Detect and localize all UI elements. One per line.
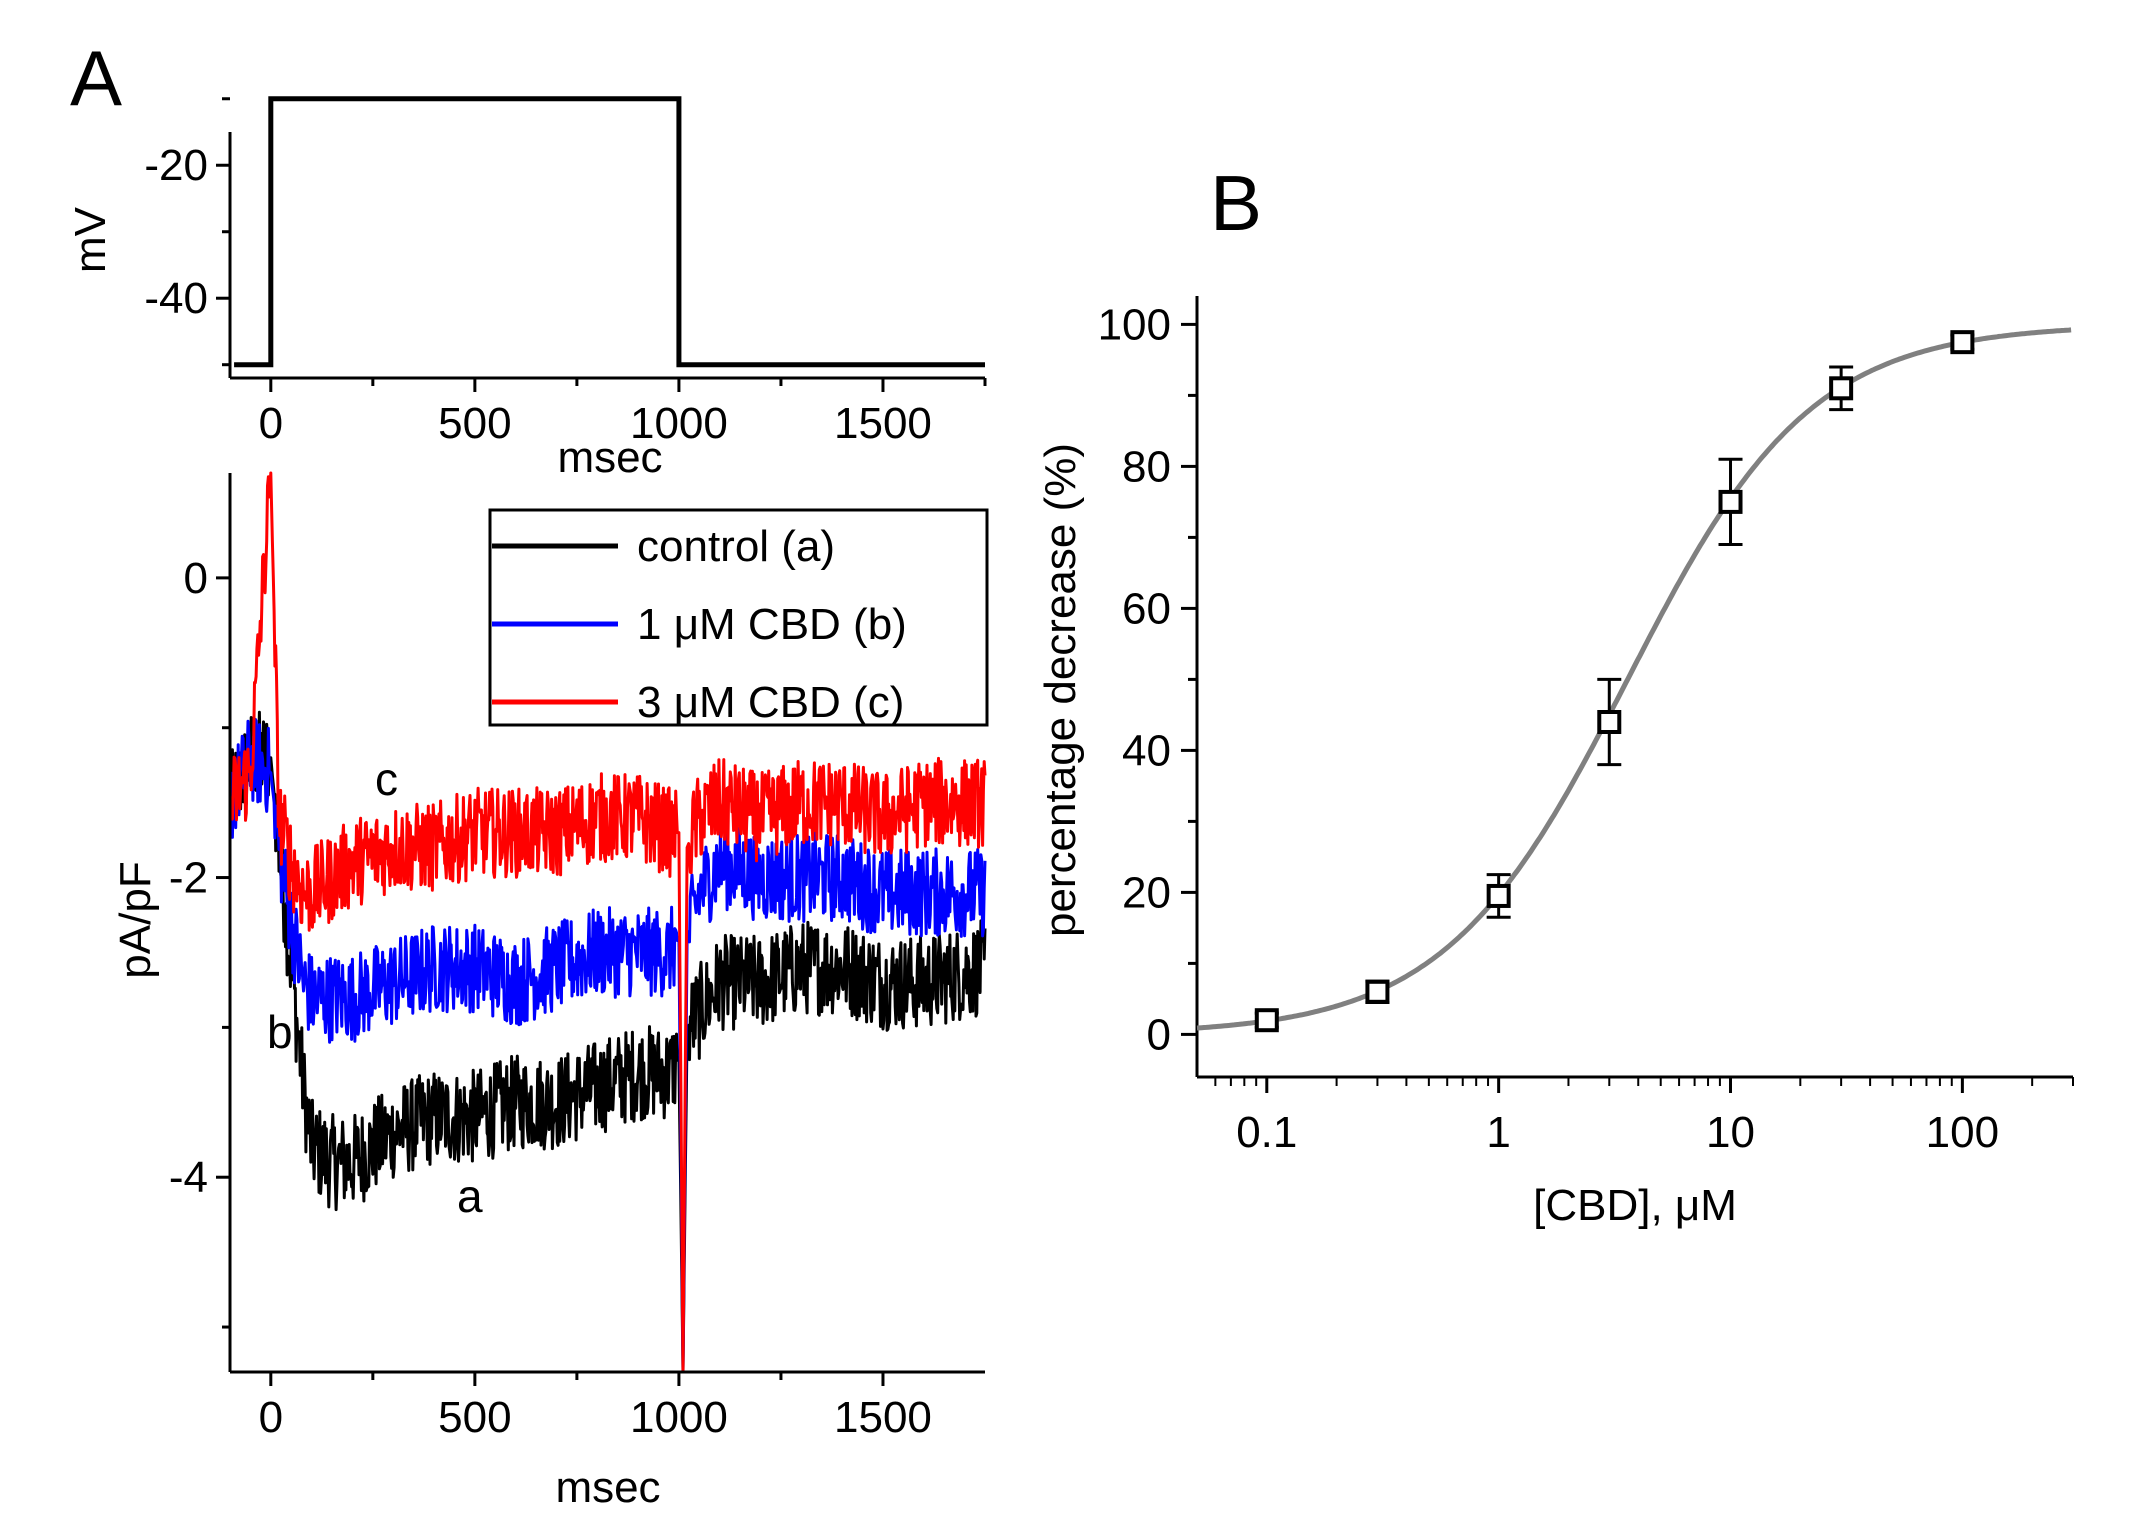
legend-label-control: control (a) (637, 522, 835, 571)
current-y-tick-label: -4 (169, 1153, 208, 1202)
voltage-y-label: mV (66, 206, 115, 273)
dose-x-tick-label: 100 (1926, 1108, 1999, 1157)
current-series (228, 471, 987, 1374)
dose-x-tick-label: 10 (1706, 1108, 1755, 1157)
data-point (1950, 330, 1975, 355)
dose-response-plot: 0.1 1 10 100 0 20 40 60 80 100 [CBD], μM percenta… (1036, 296, 2074, 1230)
voltage-axes (228, 132, 985, 380)
panel-label-b: B (1210, 159, 1262, 247)
dose-ticks: 0.1 1 10 100 0 20 40 60 80 100 (1098, 300, 2074, 1157)
current-y-tick-label: 0 (184, 554, 208, 603)
data-point (1718, 489, 1743, 514)
dose-y-tick-label: 100 (1098, 300, 1171, 349)
current-x-label: msec (555, 1463, 660, 1512)
dose-axes (1195, 296, 2073, 1079)
current-traces-plot: 0 500 1000 1500 0 -2 -4 msec pA/pF c b a contr… (111, 471, 989, 1512)
current-x-tick-label: 500 (438, 1393, 511, 1442)
dose-y-tick-label: 20 (1122, 868, 1171, 917)
voltage-x-tick-label: 0 (259, 399, 283, 448)
dose-y-tick-label: 0 (1147, 1010, 1171, 1059)
data-point (1829, 376, 1854, 401)
trace-cbd-3um (228, 471, 987, 1374)
voltage-x-tick-label: 1500 (834, 399, 932, 448)
current-x-tick-label: 1000 (630, 1393, 728, 1442)
data-point (1486, 883, 1511, 908)
hill-fit-curve (1196, 327, 2072, 1031)
dose-points (1254, 330, 1975, 1033)
voltage-x-tick-label: 1000 (630, 399, 728, 448)
legend-label-cbd3: 3 μM CBD (c) (637, 678, 904, 727)
current-axes (228, 473, 985, 1374)
current-x-tick-label: 1500 (834, 1393, 932, 1442)
data-point (1597, 710, 1622, 734)
current-y-tick-label: -2 (169, 854, 208, 903)
dose-y-tick-label: 40 (1122, 726, 1171, 775)
trace-control (228, 710, 987, 1374)
voltage-y-tick-label: -40 (144, 274, 208, 323)
current-y-label: pA/pF (111, 861, 160, 978)
voltage-protocol-plot: 0 500 1000 1500 -20 -40 msec mV (66, 96, 987, 482)
voltage-x-label: msec (557, 433, 662, 482)
data-point (1254, 1008, 1279, 1033)
trace-cbd-1um (228, 717, 987, 1374)
voltage-step-line (234, 96, 985, 368)
dose-x-tick-label: 1 (1486, 1108, 1510, 1157)
dose-y-label: percentage decrease (%) (1036, 443, 1085, 937)
panel-label-a: A (70, 34, 122, 122)
voltage-x-tick-label: 500 (438, 399, 511, 448)
current-x-tick-label: 0 (259, 1393, 283, 1442)
legend-label-cbd1: 1 μM CBD (b) (637, 600, 907, 649)
trace-label-a: a (457, 1170, 483, 1222)
legend: control (a) 1 μM CBD (b) 3 μM CBD (c) (488, 508, 989, 727)
current-ticks: 0 500 1000 1500 0 -2 -4 (169, 554, 932, 1442)
dose-x-label: [CBD], μM (1533, 1181, 1737, 1230)
voltage-series (234, 96, 985, 368)
dose-x-tick-label: 0.1 (1236, 1108, 1297, 1157)
data-point (1365, 979, 1390, 1004)
voltage-ticks: 0 500 1000 1500 -20 -40 (144, 97, 987, 448)
voltage-y-tick-label: -20 (144, 141, 208, 190)
dose-y-tick-label: 60 (1122, 584, 1171, 633)
trace-label-c: c (375, 753, 398, 805)
dose-fit-curve (1196, 327, 2072, 1031)
dose-y-tick-label: 80 (1122, 442, 1171, 491)
trace-label-b: b (267, 1006, 293, 1058)
